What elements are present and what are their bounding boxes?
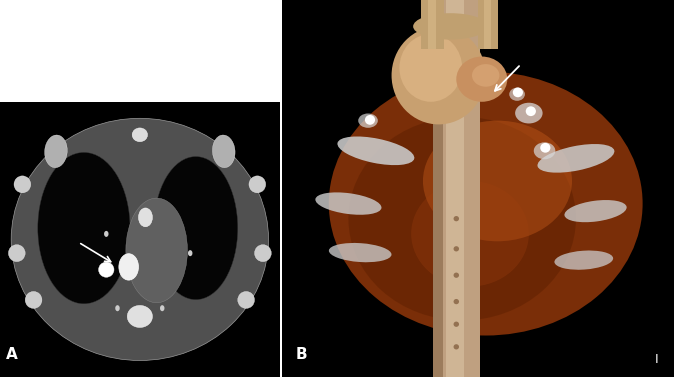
Ellipse shape — [329, 243, 392, 262]
Ellipse shape — [249, 176, 266, 193]
Ellipse shape — [413, 13, 488, 40]
Bar — [446, 0, 464, 377]
Circle shape — [365, 115, 375, 125]
Ellipse shape — [564, 200, 627, 222]
Bar — [433, 0, 443, 377]
Ellipse shape — [534, 143, 555, 159]
Ellipse shape — [8, 245, 25, 262]
Circle shape — [138, 208, 152, 227]
Ellipse shape — [555, 251, 613, 270]
Circle shape — [454, 322, 459, 327]
Text: A: A — [5, 347, 18, 362]
Bar — [428, 0, 435, 49]
Circle shape — [454, 246, 459, 251]
Circle shape — [513, 87, 523, 97]
Ellipse shape — [11, 118, 268, 360]
Ellipse shape — [358, 113, 378, 128]
Ellipse shape — [38, 152, 130, 304]
Ellipse shape — [238, 291, 255, 308]
Ellipse shape — [510, 87, 525, 101]
Ellipse shape — [329, 72, 642, 336]
Ellipse shape — [338, 136, 415, 165]
Circle shape — [454, 273, 459, 278]
Circle shape — [541, 143, 551, 153]
Text: B: B — [295, 347, 307, 362]
Circle shape — [454, 216, 459, 221]
Ellipse shape — [14, 176, 31, 193]
Circle shape — [104, 231, 109, 237]
Ellipse shape — [423, 121, 572, 241]
Ellipse shape — [456, 57, 508, 102]
Bar — [478, 0, 498, 49]
Ellipse shape — [154, 156, 238, 300]
Ellipse shape — [411, 181, 529, 287]
Ellipse shape — [25, 291, 42, 308]
Ellipse shape — [212, 135, 235, 168]
Ellipse shape — [400, 34, 462, 102]
Circle shape — [454, 344, 459, 349]
Circle shape — [115, 305, 120, 311]
Ellipse shape — [515, 103, 543, 124]
Ellipse shape — [98, 262, 114, 277]
Bar — [421, 0, 443, 49]
Circle shape — [188, 250, 193, 256]
Ellipse shape — [348, 117, 576, 320]
Circle shape — [119, 254, 138, 280]
Ellipse shape — [126, 198, 187, 303]
Bar — [433, 0, 480, 377]
Circle shape — [454, 299, 459, 304]
Circle shape — [526, 106, 536, 116]
Ellipse shape — [255, 245, 272, 262]
Ellipse shape — [537, 144, 615, 173]
Ellipse shape — [392, 26, 486, 124]
Text: I: I — [654, 353, 658, 366]
Bar — [0, 102, 280, 377]
Bar — [0, 0, 280, 102]
Ellipse shape — [315, 192, 381, 215]
Circle shape — [160, 305, 164, 311]
Ellipse shape — [44, 135, 67, 168]
Ellipse shape — [472, 64, 499, 87]
Bar — [484, 0, 491, 49]
Ellipse shape — [132, 128, 148, 142]
Ellipse shape — [127, 305, 152, 328]
